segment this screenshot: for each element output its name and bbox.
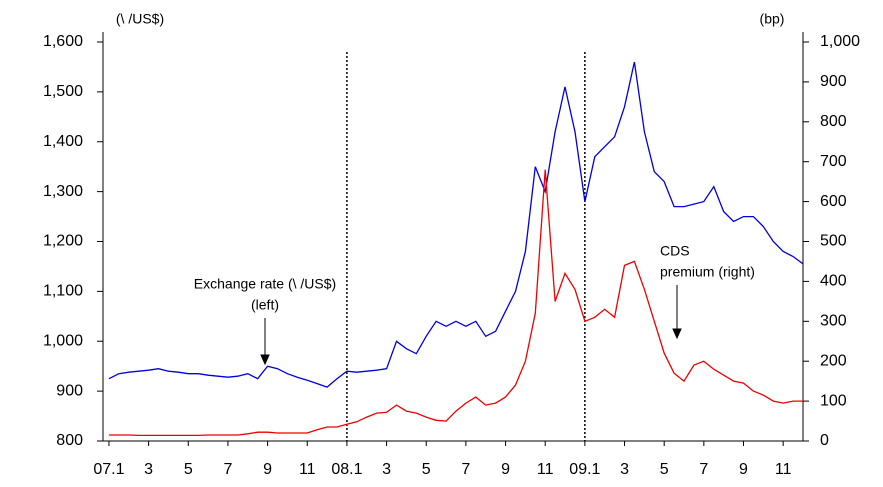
y2-tick-label: 800 <box>820 113 847 130</box>
x-tick-label: 7 <box>699 461 708 478</box>
y-tick-label: 1,000 <box>43 332 83 349</box>
y-tick-label: 1,500 <box>43 83 83 100</box>
annotation: Exchange rate (\ /US$) <box>194 276 336 292</box>
x-tick-label: 5 <box>184 461 193 478</box>
x-tick-label: 07.1 <box>93 461 124 478</box>
y2-tick-label: 0 <box>820 432 829 449</box>
y2-tick-label: 900 <box>820 73 847 90</box>
y-tick-label: 1,100 <box>43 283 83 300</box>
y-tick-label: 1,400 <box>43 133 83 150</box>
arrow <box>672 285 682 340</box>
y2-unit-label: (bp) <box>760 11 785 27</box>
y-tick-label: 900 <box>56 382 83 399</box>
x-tick-label: 7 <box>223 461 232 478</box>
x-tick-label: 5 <box>660 461 669 478</box>
x-tick-label: 9 <box>739 461 748 478</box>
x-tick-label: 11 <box>299 461 316 478</box>
y2-tick-label: 100 <box>820 392 847 409</box>
y-tick-label: 1,200 <box>43 233 83 250</box>
y2-tick-label: 700 <box>820 153 847 170</box>
x-tick-label: 9 <box>501 461 510 478</box>
x-tick-label: 3 <box>144 461 153 478</box>
series-line <box>108 169 803 437</box>
y2-tick-label: 300 <box>820 313 847 330</box>
x-tick-label: 7 <box>461 461 470 478</box>
x-tick-label: 08.1 <box>331 461 362 478</box>
y2-tick-label: 600 <box>820 193 847 210</box>
y2-tick-label: 400 <box>820 273 847 290</box>
annotation: CDS <box>660 243 690 259</box>
arrow <box>260 318 270 366</box>
annotation: premium (right) <box>660 264 755 280</box>
series-line <box>108 61 804 388</box>
y-tick-label: 1,300 <box>43 183 83 200</box>
x-tick-label: 11 <box>537 461 554 478</box>
x-tick-label: 11 <box>775 461 792 478</box>
x-tick-label: 09.1 <box>569 461 600 478</box>
y-unit-label: (\ /US$) <box>116 11 164 27</box>
y-tick-label: 800 <box>56 432 83 449</box>
y2-tick-label: 1,000 <box>820 33 860 50</box>
y2-tick-label: 200 <box>820 352 847 369</box>
x-tick-label: 3 <box>620 461 629 478</box>
x-tick-label: 9 <box>263 461 272 478</box>
x-tick-label: 3 <box>382 461 391 478</box>
x-tick-label: 5 <box>422 461 431 478</box>
y2-tick-label: 500 <box>820 233 847 250</box>
annotation: (left) <box>251 297 279 313</box>
y-tick-label: 1,600 <box>43 33 83 50</box>
